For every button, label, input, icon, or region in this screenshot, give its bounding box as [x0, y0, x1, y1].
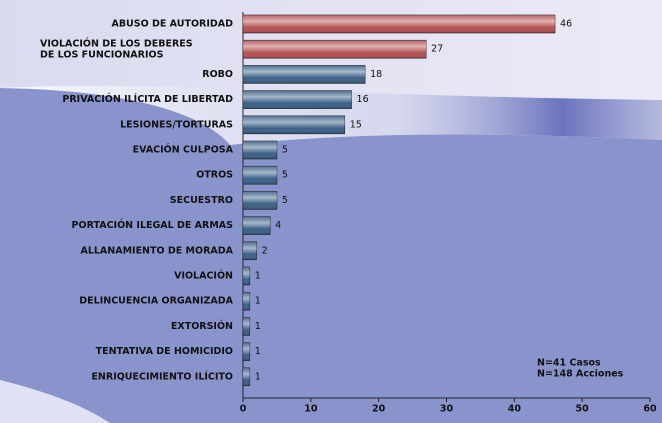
value-label: 46	[560, 19, 572, 30]
bar-gloss	[243, 292, 250, 311]
value-label: 5	[282, 145, 288, 156]
bar-gloss	[243, 241, 257, 260]
x-tick-label: 20	[372, 404, 386, 415]
y-tick-label: EVACIÓN CULPOSA	[133, 144, 234, 156]
bar-gloss	[243, 65, 366, 84]
value-label: 1	[255, 371, 261, 382]
bar-gloss	[243, 141, 277, 159]
value-label: 15	[350, 119, 362, 130]
x-tick-label: 30	[440, 404, 454, 415]
y-tick-label: ABUSO DE AUTORIDAD	[111, 19, 233, 30]
bar-gloss	[243, 15, 556, 33]
value-label: 16	[357, 94, 369, 105]
y-tick-label: ENRIQUECIMIENTO ILÍCITO	[91, 370, 233, 382]
y-tick-label: ROBO	[202, 69, 233, 80]
value-label: 4	[275, 220, 281, 231]
x-tick-label: 0	[240, 404, 247, 415]
value-label: 1	[255, 321, 261, 332]
y-tick-label: VIOLACIÓN DE LOS DEBERES DE LOS FUNCIONAR…	[40, 37, 193, 60]
value-label: 5	[282, 170, 288, 181]
x-tick-label: 10	[304, 404, 318, 415]
value-label: 27	[431, 44, 443, 55]
bar-gloss	[243, 90, 352, 109]
bar-gloss	[243, 115, 345, 134]
value-label: 5	[282, 195, 288, 206]
value-label: 1	[255, 346, 261, 357]
bar-gloss	[243, 191, 277, 210]
x-tick-label: 40	[508, 404, 522, 415]
annotation: N=41 Casos	[537, 358, 601, 369]
bar-gloss	[243, 317, 250, 336]
y-tick-label: DELINCUENCIA ORGANIZADA	[79, 296, 233, 307]
annotation: N=148 Acciones	[537, 369, 624, 380]
y-tick-label: PORTACIÓN ILEGAL DE ARMAS	[72, 219, 234, 231]
bar-gloss	[243, 166, 277, 185]
bar-gloss	[243, 342, 250, 361]
value-label: 1	[255, 296, 261, 307]
y-tick-label: EXTORSIÓN	[171, 320, 233, 332]
bar-gloss	[243, 40, 427, 59]
bar-gloss	[243, 216, 271, 235]
background-corner	[0, 380, 110, 423]
value-label: 2	[262, 245, 268, 256]
y-tick-label: SECUESTRO	[170, 195, 233, 206]
x-tick-label: 60	[643, 404, 657, 415]
y-tick-label: ALLANAMIENTO DE MORADA	[80, 245, 233, 256]
y-tick-label: VIOLACIÓN	[174, 270, 233, 282]
y-tick-label: PRIVACIÓN ILÍCITA DE LIBERTAD	[62, 93, 233, 105]
bar-gloss	[243, 367, 250, 386]
value-label: 18	[370, 69, 382, 80]
background-wave	[0, 88, 662, 423]
y-tick-label: OTROS	[196, 170, 233, 181]
x-tick-label: 50	[576, 404, 590, 415]
bar-gloss	[243, 267, 250, 285]
y-tick-label: TENTATIVA DE HOMICIDIO	[96, 346, 233, 357]
y-tick-label: LESIONES/TORTURAS	[120, 119, 233, 130]
value-label: 1	[255, 271, 261, 282]
